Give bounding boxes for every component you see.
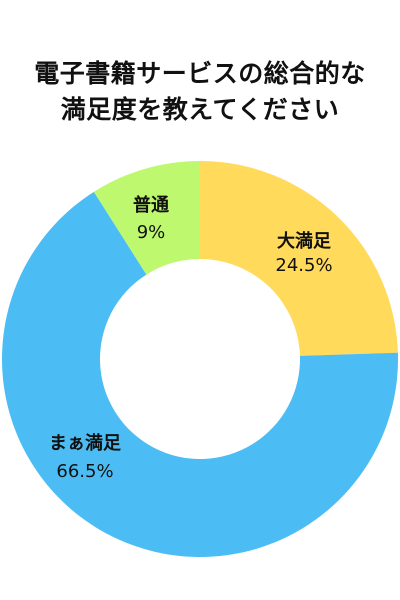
donut-slice <box>1 191 399 558</box>
slice-value: 66.5% <box>56 461 113 482</box>
slice-value: 24.5% <box>275 255 332 276</box>
slice-value: 9% <box>137 222 166 243</box>
donut-slice <box>93 161 200 275</box>
slice-label: 普通 <box>133 194 169 216</box>
slice-label: 大満足 <box>277 230 331 252</box>
donut-slice <box>200 161 398 356</box>
slice-label: まぁ満足 <box>49 432 121 454</box>
chart-title: 電子書籍サービスの総合的な 満足度を教えてください <box>34 59 366 124</box>
